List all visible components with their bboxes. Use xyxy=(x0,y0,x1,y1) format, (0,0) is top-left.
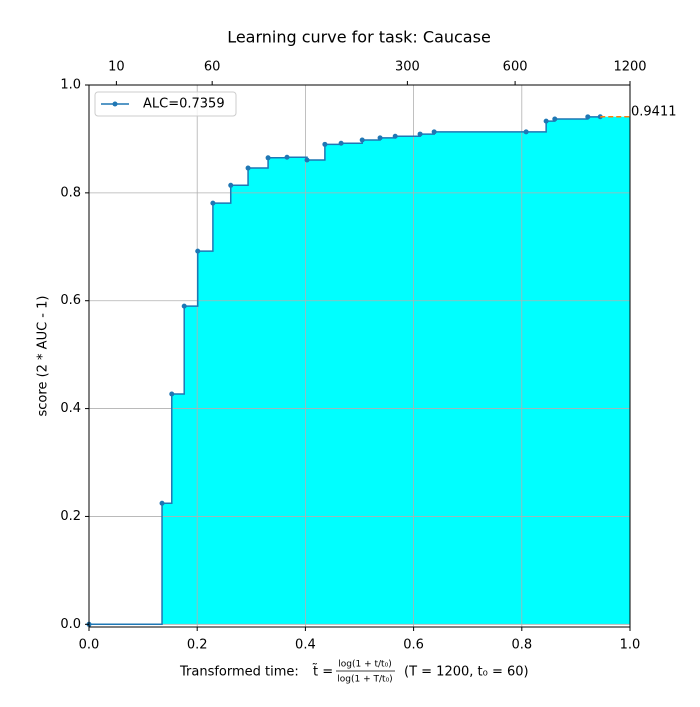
point xyxy=(417,131,423,137)
x-axis-label-denominator: log(1 + T/t₀) xyxy=(337,675,392,685)
point xyxy=(552,116,558,122)
point xyxy=(359,137,365,143)
x2-tick-label: 60 xyxy=(204,60,221,75)
point xyxy=(431,129,437,135)
x2-tick-label: 300 xyxy=(395,60,420,75)
point xyxy=(195,248,201,254)
point xyxy=(585,114,591,120)
legend-marker xyxy=(112,101,118,107)
point xyxy=(210,200,216,206)
point xyxy=(543,118,549,124)
x-axis-label-numerator: log(1 + t/t₀) xyxy=(338,660,391,670)
y-axis-label: score (2 * AUC - 1) xyxy=(36,296,51,417)
step-line xyxy=(89,116,601,626)
x-axis-label-var: t̃ = xyxy=(312,664,333,679)
chart-title: Learning curve for task: Caucase xyxy=(227,28,491,47)
y-tick-label: 0.4 xyxy=(60,401,81,416)
point xyxy=(169,391,175,397)
legend-label: ALC=0.7359 xyxy=(143,97,225,112)
point xyxy=(159,500,165,506)
x-axis-label-tail: (T = 1200, t₀ = 60) xyxy=(404,665,529,680)
x2-tick-label: 600 xyxy=(503,60,528,75)
y-tick-label: 0.2 xyxy=(60,509,81,524)
x-tick-label: 0.6 xyxy=(403,638,424,653)
point xyxy=(523,129,529,135)
x-tick-label: 0.0 xyxy=(79,638,100,653)
x-tick-label: 1.0 xyxy=(620,638,641,653)
legend-box xyxy=(94,91,237,117)
y-tick-label: 0.8 xyxy=(60,185,81,200)
x-tick-label: 0.8 xyxy=(511,638,532,653)
plot-frame xyxy=(88,84,631,628)
point xyxy=(181,303,187,309)
x-tick-label: 0.4 xyxy=(295,638,316,653)
x-axis-label: Transformed time: xyxy=(179,665,299,680)
point xyxy=(284,154,290,160)
final-score-label: 0.9411 xyxy=(631,104,677,119)
y-tick-label: 1.0 xyxy=(60,78,81,93)
point xyxy=(338,140,344,146)
point xyxy=(245,165,251,171)
y-tick-label: 0.0 xyxy=(60,617,81,632)
point xyxy=(392,133,398,139)
point xyxy=(228,182,234,188)
point xyxy=(265,155,271,161)
x2-tick-label: 1200 xyxy=(613,60,646,75)
x2-tick-label: 10 xyxy=(108,60,125,75)
x-tick-label: 0.2 xyxy=(187,638,208,653)
y-tick-label: 0.6 xyxy=(60,293,81,308)
point xyxy=(322,141,328,147)
area-fill xyxy=(89,116,630,625)
point xyxy=(377,135,383,141)
point xyxy=(304,157,310,163)
